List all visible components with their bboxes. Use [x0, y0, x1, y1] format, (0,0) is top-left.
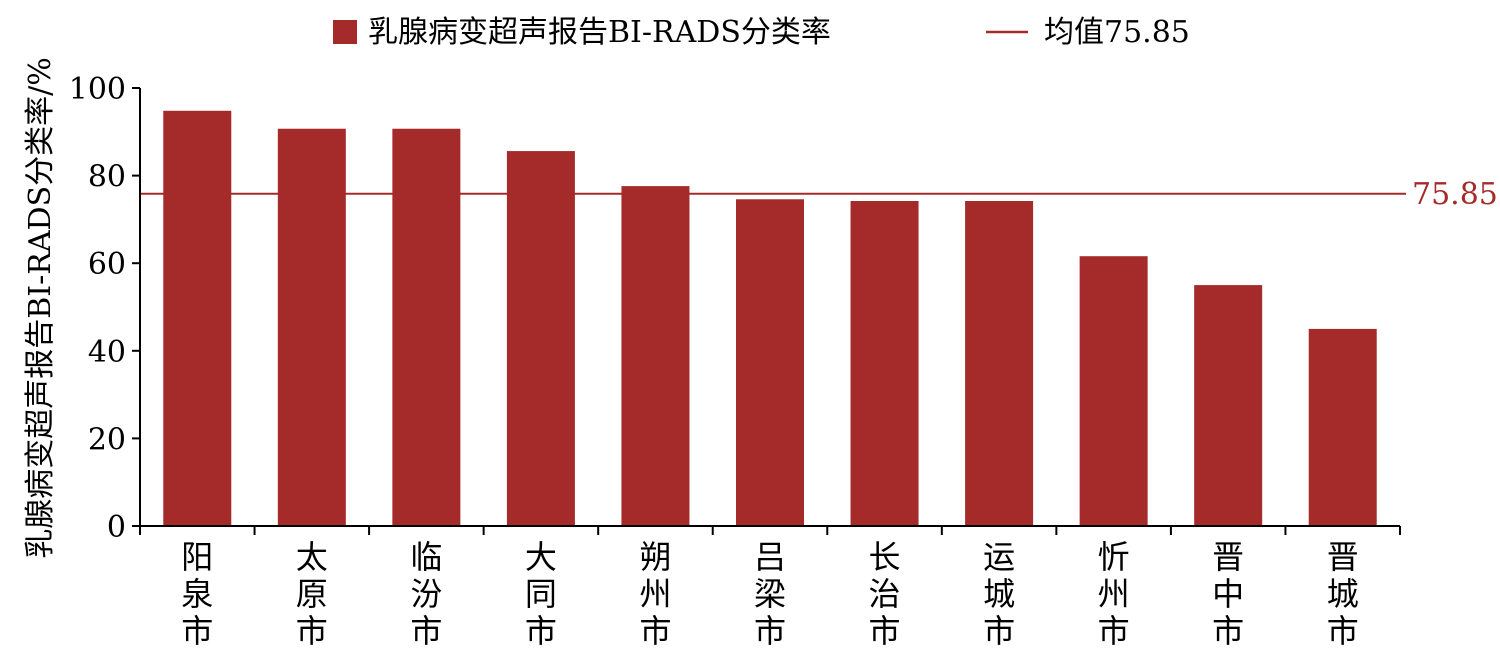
y-tick-label: 60 — [88, 247, 126, 282]
bar-阳泉市 — [163, 110, 232, 526]
x-tick-label: 吕梁市 — [754, 538, 786, 650]
bar-吕梁市 — [736, 199, 804, 526]
y-tick-label: 0 — [107, 510, 126, 545]
y-tick-label: 100 — [69, 72, 126, 107]
bar-朔州市 — [621, 186, 690, 526]
bar-晋城市 — [1308, 328, 1377, 526]
bar-临汾市 — [392, 128, 461, 526]
y-tick-label: 20 — [88, 422, 126, 457]
bar-长治市 — [850, 201, 919, 526]
y-tick-label: 80 — [88, 160, 126, 195]
x-axis: 阳泉市 太原市 临汾市 大同市 朔州市 吕梁市 长治市 运城市 忻州市 晋中市 晋城市 — [139, 526, 1401, 650]
bar-大同市 — [506, 151, 575, 526]
x-tick-label: 长治市 — [869, 538, 901, 650]
x-tick-label: 临汾市 — [410, 538, 442, 650]
y-tick-label: 40 — [88, 335, 126, 370]
bar-太原市 — [277, 128, 346, 526]
y-axis: 0 20 40 60 80 100 — [69, 72, 140, 545]
y-axis-title: 乳腺病变超声报告BI-RADS分类率/% — [23, 57, 58, 559]
mean-line-label: 75.85 — [1412, 177, 1498, 212]
x-tick-label: 朔州市 — [639, 538, 671, 650]
legend: 乳腺病变超声报告BI-RADS分类率 均值75.85 — [333, 15, 1190, 50]
x-tick-label: 晋城市 — [1327, 538, 1359, 650]
legend-label-bar: 乳腺病变超声报告BI-RADS分类率 — [368, 15, 831, 50]
x-tick-label: 晋中市 — [1212, 538, 1244, 650]
bar-忻州市 — [1079, 256, 1148, 526]
legend-swatch-bar — [333, 20, 357, 44]
mean-line-group: 75.85 — [140, 177, 1498, 212]
bars — [163, 110, 1377, 526]
x-tick-label: 大同市 — [525, 538, 557, 650]
x-tick-label: 忻州市 — [1098, 538, 1130, 650]
bar-运城市 — [965, 201, 1034, 526]
x-tick-label: 阳泉市 — [181, 538, 213, 650]
x-tick-label: 运城市 — [983, 538, 1015, 650]
x-tick-label: 太原市 — [296, 538, 328, 650]
bar-晋中市 — [1194, 285, 1263, 526]
legend-label-mean: 均值75.85 — [1044, 15, 1190, 50]
